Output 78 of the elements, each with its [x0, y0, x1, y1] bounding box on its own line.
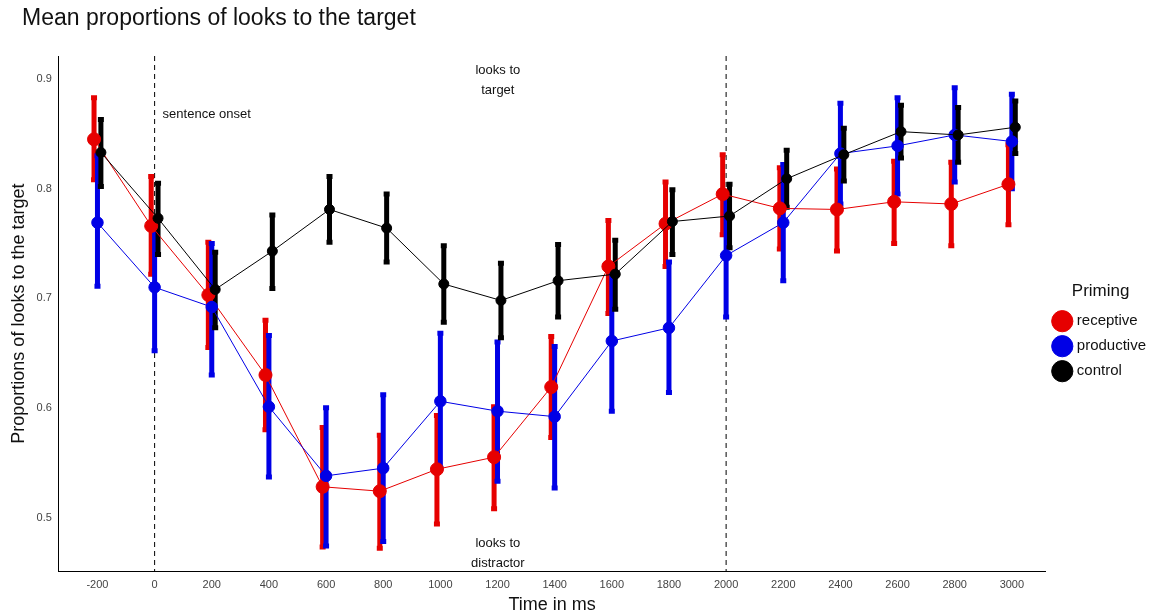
x-tick-label: 600	[316, 577, 336, 590]
chart-title: Mean proportions of looks to the target	[22, 4, 416, 31]
point	[438, 278, 450, 290]
point	[91, 216, 104, 229]
point	[544, 380, 559, 395]
point	[548, 410, 561, 423]
point	[434, 395, 447, 408]
y-tick-label: 0.7	[36, 291, 52, 304]
point	[781, 173, 793, 185]
point	[719, 249, 733, 262]
x-tick-label: 3000	[999, 577, 1025, 590]
x-tick-label: 2800	[942, 577, 967, 590]
point	[381, 222, 393, 234]
point	[601, 259, 616, 274]
point	[87, 132, 102, 147]
point	[887, 194, 902, 209]
x-tick-label: 1800	[656, 577, 682, 590]
point	[662, 321, 676, 335]
point	[376, 461, 390, 475]
point	[891, 139, 904, 153]
y-tick-label: 0.6	[36, 400, 52, 413]
point	[777, 216, 790, 229]
y-tick-label: 0.8	[36, 181, 52, 194]
x-tick-label: 800	[374, 577, 393, 590]
y-tick-label: 0.9	[36, 72, 52, 85]
x-tick-label: 200	[202, 577, 221, 590]
point	[666, 216, 678, 228]
x-tick-label: 2000	[713, 577, 739, 590]
point	[487, 450, 502, 465]
point	[205, 300, 219, 314]
legend-label: productive	[1076, 336, 1147, 354]
x-tick-label: 1200	[485, 577, 510, 590]
point	[319, 469, 333, 483]
x-tick-label: 2400	[828, 577, 853, 590]
point	[605, 334, 619, 348]
point	[1009, 121, 1021, 133]
point	[262, 400, 276, 414]
point	[944, 196, 959, 211]
x-tick-label: 1000	[428, 577, 453, 590]
x-axis-title: Time in ms	[508, 594, 596, 615]
point	[258, 367, 273, 382]
point	[315, 479, 330, 494]
point	[609, 268, 621, 280]
annotation: looks to distractor	[471, 534, 526, 570]
point	[95, 146, 107, 158]
y-tick-label: 0.5	[36, 510, 52, 523]
x-tick-label: 2200	[771, 577, 796, 590]
annotation: looks to target	[475, 61, 521, 97]
legend-label: control	[1076, 361, 1122, 379]
legend-title: Priming	[1071, 281, 1130, 301]
point	[266, 245, 278, 257]
point	[491, 404, 504, 418]
y-axis-title: Proportions of looks to the target	[7, 183, 28, 444]
x-tick-label: 2600	[885, 577, 910, 590]
point	[1001, 177, 1016, 192]
point	[895, 126, 907, 138]
x-tick-label: -200	[86, 577, 109, 590]
legend-label: receptive	[1076, 311, 1138, 329]
point	[829, 202, 844, 217]
x-tick-label: 0	[151, 577, 158, 590]
point	[952, 129, 964, 141]
point	[838, 149, 850, 161]
x-tick-label: 1400	[542, 577, 567, 590]
point	[152, 212, 164, 224]
point	[772, 201, 787, 216]
point	[148, 281, 161, 294]
x-tick-label: 400	[259, 577, 279, 590]
ref-line-label: sentence onset	[162, 105, 252, 121]
point	[372, 484, 387, 499]
point	[724, 210, 736, 222]
x-tick-label: 1600	[599, 577, 625, 590]
point	[1005, 135, 1019, 148]
point	[552, 275, 564, 287]
point	[495, 294, 507, 306]
point	[144, 218, 159, 233]
point	[429, 462, 444, 477]
point	[715, 187, 730, 202]
point	[209, 283, 221, 295]
